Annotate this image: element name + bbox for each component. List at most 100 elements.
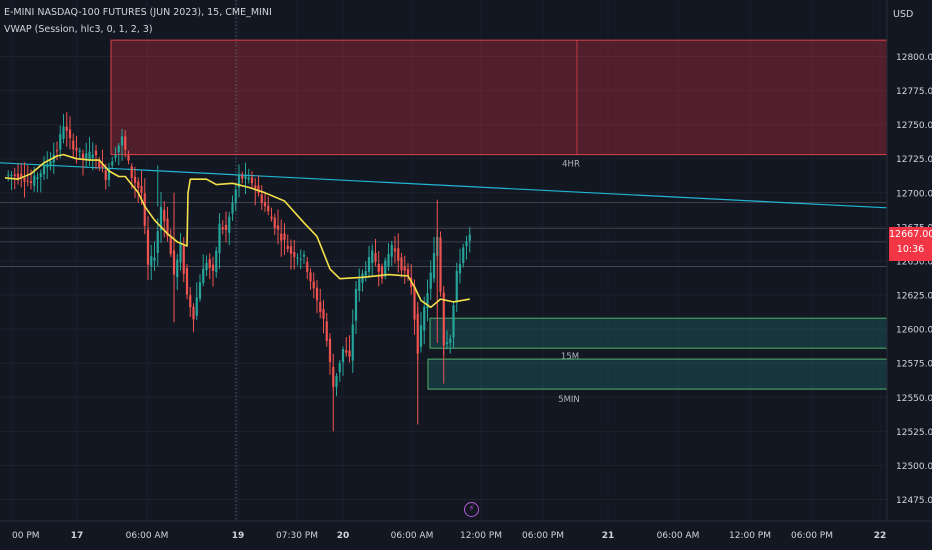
candle-down: [280, 233, 283, 241]
candle-up: [228, 216, 231, 233]
candle-up: [452, 305, 455, 338]
zone-label-15m: 15M: [561, 352, 579, 362]
candle-up: [179, 243, 182, 263]
candle-down: [400, 257, 403, 271]
candle-up: [42, 165, 46, 175]
candle-down: [309, 272, 312, 282]
vwap-indicator-legend[interactable]: VWAP (Session, hlc3, 0, 1, 2, 3): [4, 24, 153, 35]
price-tick-label: 12700.00: [896, 189, 932, 199]
candle-up: [198, 282, 202, 299]
candle-down: [185, 267, 189, 295]
candle-down: [374, 253, 377, 262]
candle-down: [68, 129, 72, 139]
candle-down: [23, 177, 26, 182]
candle-down: [241, 175, 244, 179]
candle-down: [75, 147, 78, 151]
candle-up: [202, 268, 205, 284]
candle-down: [81, 153, 85, 160]
candle-up: [341, 349, 345, 363]
chart-symbol-title[interactable]: E-MINI NASDAQ-100 FUTURES (JUN 2023), 15…: [4, 7, 272, 18]
candle-down: [442, 292, 445, 346]
candle-up: [7, 174, 10, 176]
candle-up: [247, 177, 250, 180]
time-tick-label: 12:00 PM: [729, 531, 771, 541]
candle-up: [429, 272, 432, 289]
price-tick-label: 12600.00: [896, 326, 932, 336]
price-tick-label: 12750.00: [896, 121, 932, 131]
candle-up: [120, 136, 124, 146]
candle-up: [205, 262, 208, 271]
candle-up: [117, 145, 120, 153]
candle-down: [169, 236, 172, 254]
zone-15m: [429, 317, 888, 349]
candle-up: [390, 244, 393, 257]
candle-down: [263, 202, 267, 207]
supply-demand-zones[interactable]: 4HR 15M 5MIN: [110, 39, 888, 405]
price-tick-label: 12475.00: [896, 496, 932, 506]
candle-down: [254, 185, 257, 190]
candle-down: [328, 338, 332, 363]
candle-down: [380, 266, 384, 279]
candle-down: [322, 309, 325, 319]
candle-down: [140, 186, 143, 193]
candle-up: [468, 234, 471, 241]
candle-down: [101, 163, 104, 168]
price-tick-label: 12625.00: [896, 292, 932, 302]
time-tick-label: 06:00 AM: [126, 531, 169, 541]
candle-down: [130, 166, 133, 179]
trendline[interactable]: [0, 162, 888, 209]
candle-up: [36, 177, 39, 180]
candle-up: [449, 338, 452, 343]
time-axis-background: [0, 521, 887, 550]
candle-up: [39, 173, 42, 177]
candle-up: [465, 241, 468, 247]
price-tick-label: 12500.00: [896, 462, 932, 472]
candle-down: [143, 193, 146, 226]
candle-up: [351, 324, 354, 361]
time-axis[interactable]: 00 PM 17 06:00 AM 19 07:30 PM 20 06:00 AM 12:00…: [0, 520, 932, 550]
candle-down: [55, 150, 59, 152]
time-tick-label: 22: [874, 531, 887, 541]
price-tick-label: 12775.00: [896, 87, 932, 97]
candle-down: [319, 302, 322, 313]
candle-up: [107, 168, 111, 181]
candle-down: [439, 237, 442, 292]
candle-up: [150, 256, 153, 267]
candle-up: [114, 155, 117, 158]
candle-down: [189, 295, 192, 308]
time-tick-label: 17: [71, 531, 84, 541]
candle-down: [267, 205, 270, 212]
candle-up: [111, 161, 114, 166]
time-tick-label: 06:00 AM: [391, 531, 434, 541]
candle-up: [215, 250, 218, 273]
lightning-bolt-icon[interactable]: ⚡: [464, 502, 479, 517]
candle-up: [46, 164, 49, 168]
candle-down: [133, 176, 137, 183]
candle-up: [218, 223, 221, 254]
time-tick-label: 12:00 PM: [460, 531, 502, 541]
candle-up: [455, 270, 458, 303]
candle-down: [289, 246, 293, 254]
candle-down: [166, 218, 169, 237]
time-tick-label: 07:30 PM: [276, 531, 318, 541]
zone-4hr: [110, 39, 888, 156]
last-price-badge: 12667.00 10:36: [889, 227, 932, 261]
price-axis[interactable]: 12800.00 12775.00 12750.00 12725.00 12700.00…: [886, 0, 932, 550]
currency-label[interactable]: USD: [893, 9, 914, 20]
candle-up: [458, 263, 462, 274]
candle-up: [62, 126, 65, 139]
candle-down: [270, 216, 273, 219]
candle-down: [29, 181, 33, 183]
price-tick-label: 12650.00: [896, 257, 932, 267]
time-tick-label: 19: [232, 531, 245, 541]
candle-down: [397, 248, 400, 261]
candle-up: [153, 257, 156, 261]
candle-down: [273, 217, 276, 229]
zone-label-4hr: 4HR: [562, 160, 580, 170]
candle-down: [283, 233, 286, 240]
price-tick-label: 12725.00: [896, 155, 932, 165]
candle-up: [338, 363, 341, 373]
candle-down: [348, 350, 351, 357]
candle-down: [286, 245, 289, 249]
